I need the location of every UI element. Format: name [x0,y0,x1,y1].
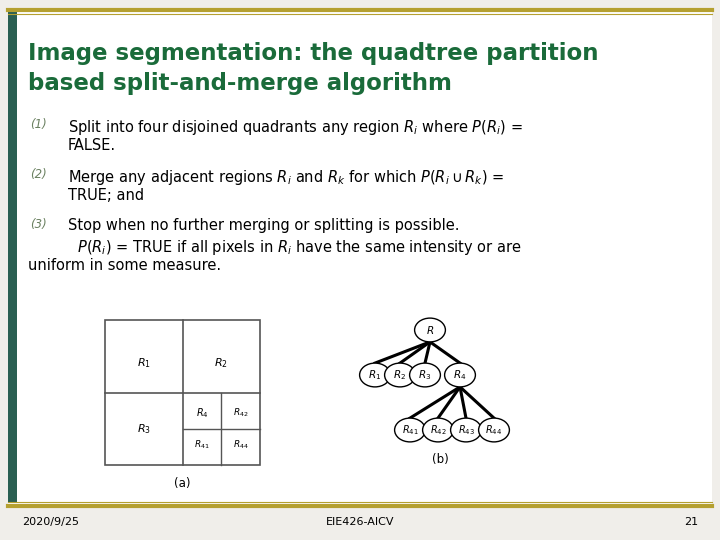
Text: $R_1$: $R_1$ [137,356,150,370]
Text: $R_3$: $R_3$ [137,422,150,436]
Text: (1): (1) [30,118,47,131]
Ellipse shape [451,418,482,442]
Text: $R_{44}$: $R_{44}$ [233,438,248,451]
Ellipse shape [410,363,441,387]
Text: Merge any adjacent regions $R_i$ and $R_k$ for which $P(R_i \cup R_k)$ =: Merge any adjacent regions $R_i$ and $R_… [68,168,504,187]
Ellipse shape [384,363,415,387]
Ellipse shape [445,363,475,387]
Text: Stop when no further merging or splitting is possible.: Stop when no further merging or splittin… [68,218,459,233]
Bar [105,320,260,465]
Text: (b): (b) [431,453,449,466]
Text: $R_{41}$: $R_{41}$ [402,423,418,437]
Text: FALSE.: FALSE. [68,138,116,153]
Text: $R_2$: $R_2$ [215,356,228,370]
Text: $R$: $R$ [426,324,434,336]
Text: $P(R_i)$ = TRUE if all pixels in $R_i$ have the same intensity or are: $P(R_i)$ = TRUE if all pixels in $R_i$ h… [68,238,522,257]
Text: TRUE; and: TRUE; and [68,188,144,203]
Text: $R_4$: $R_4$ [454,368,467,382]
Text: $R_3$: $R_3$ [418,368,431,382]
Text: $R_{43}$: $R_{43}$ [457,423,474,437]
Text: $R_4$: $R_4$ [196,406,208,420]
Text: (a): (a) [174,477,191,490]
Text: EIE426-AICV: EIE426-AICV [325,517,395,527]
Text: (2): (2) [30,168,47,181]
Ellipse shape [423,418,454,442]
Text: 2020/9/25: 2020/9/25 [22,517,79,527]
Ellipse shape [415,318,446,342]
Bar [8,10,17,502]
Text: $R_{44}$: $R_{44}$ [485,423,503,437]
Text: based split-and-merge algorithm: based split-and-merge algorithm [28,72,452,95]
Text: $R_2$: $R_2$ [393,368,407,382]
Text: uniform in some measure.: uniform in some measure. [28,258,221,273]
Text: 21: 21 [684,517,698,527]
Text: $R_1$: $R_1$ [369,368,382,382]
Text: $R_{42}$: $R_{42}$ [233,407,248,419]
Text: (3): (3) [30,218,47,231]
Ellipse shape [359,363,390,387]
Ellipse shape [395,418,426,442]
Text: $R_{42}$: $R_{42}$ [430,423,446,437]
Text: Split into four disjoined quadrants any region $R_i$ where $P(R_i)$ =: Split into four disjoined quadrants any … [68,118,523,137]
Ellipse shape [479,418,510,442]
Text: Image segmentation: the quadtree partition: Image segmentation: the quadtree partiti… [28,42,598,65]
Text: $R_{41}$: $R_{41}$ [194,438,210,451]
